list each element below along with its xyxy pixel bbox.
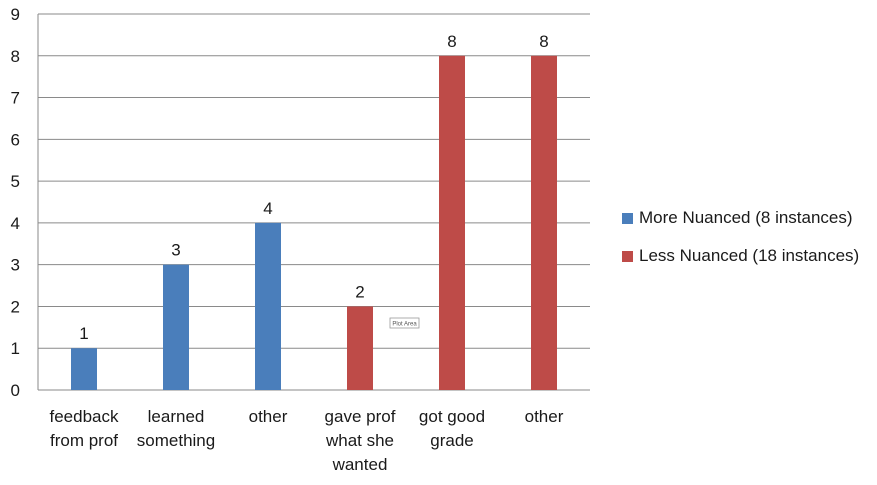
- bar: [531, 55, 557, 391]
- y-tick-label: 7: [11, 89, 20, 108]
- legend-item-less-nuanced: Less Nuanced (18 instances): [622, 244, 859, 268]
- legend-swatch-less-nuanced: [622, 250, 633, 262]
- bar: [255, 222, 281, 390]
- legend-swatch-more-nuanced: [622, 212, 633, 224]
- x-tick-label: other: [249, 407, 288, 426]
- data-label: 8: [539, 32, 548, 51]
- bar: [163, 264, 189, 390]
- x-tick-label: learned: [148, 407, 205, 426]
- legend: More Nuanced (8 instances) Less Nuanced …: [622, 206, 859, 282]
- x-tick-label: got good: [419, 407, 485, 426]
- legend-label-less-nuanced: Less Nuanced (18 instances): [639, 246, 860, 265]
- y-tick-label: 3: [11, 256, 20, 275]
- bar: [71, 348, 97, 390]
- x-tick-label: feedback: [50, 407, 119, 426]
- data-label: 4: [263, 199, 272, 218]
- plot-area-tooltip-text: Plot Area: [392, 322, 417, 328]
- y-tick-label: 0: [11, 381, 20, 400]
- y-tick-label: 8: [11, 47, 20, 66]
- x-tick-label: from prof: [50, 431, 118, 450]
- x-tick-label: gave prof: [325, 407, 396, 426]
- y-tick-label: 4: [11, 214, 20, 233]
- legend-item-more-nuanced: More Nuanced (8 instances): [622, 206, 859, 230]
- legend-label-more-nuanced: More Nuanced (8 instances): [639, 208, 853, 227]
- y-tick-label: 2: [11, 297, 20, 316]
- data-label: 8: [447, 32, 456, 51]
- data-label: 3: [171, 241, 180, 260]
- bar: [439, 55, 465, 391]
- x-tick-label: something: [137, 431, 215, 450]
- y-tick-label: 5: [11, 172, 20, 191]
- x-tick-label: other: [525, 407, 564, 426]
- data-label: 2: [355, 282, 364, 301]
- y-tick-label: 9: [11, 5, 20, 24]
- x-tick-label: what she: [325, 431, 394, 450]
- data-label: 1: [79, 324, 88, 343]
- x-tick-label: wanted: [332, 455, 388, 474]
- plot-area-tooltip: [389, 317, 420, 329]
- x-tick-label: grade: [430, 431, 473, 450]
- y-tick-label: 1: [11, 339, 20, 358]
- bar: [347, 306, 373, 390]
- y-tick-label: 6: [11, 130, 20, 149]
